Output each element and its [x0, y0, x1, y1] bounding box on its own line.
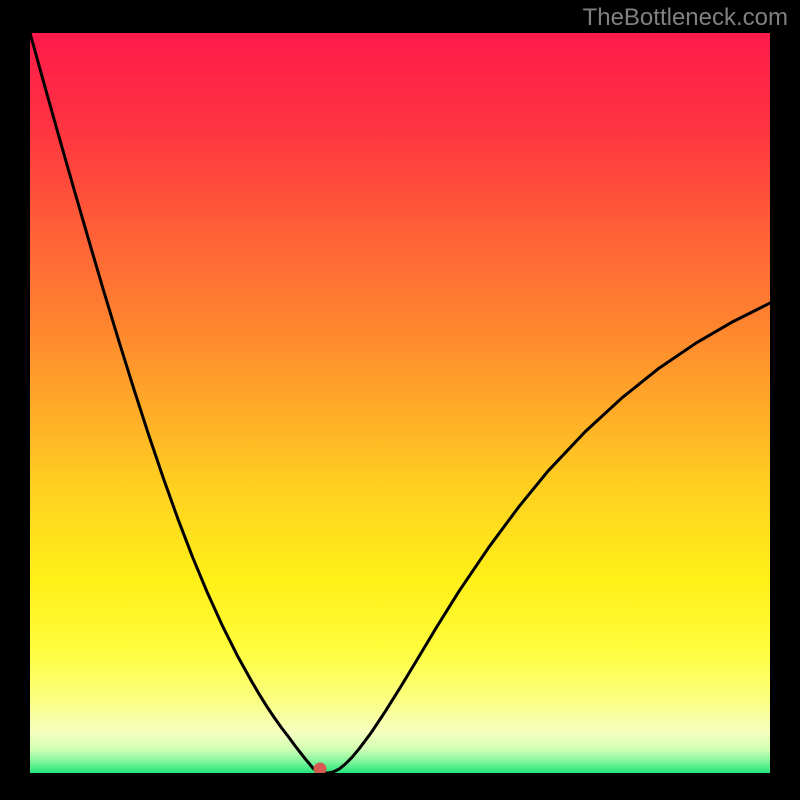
- chart-container: TheBottleneck.com: [0, 0, 800, 800]
- background-gradient: [30, 33, 770, 773]
- optimum-marker: [314, 762, 327, 773]
- watermark-text: TheBottleneck.com: [583, 4, 788, 32]
- plot-area: [30, 33, 770, 773]
